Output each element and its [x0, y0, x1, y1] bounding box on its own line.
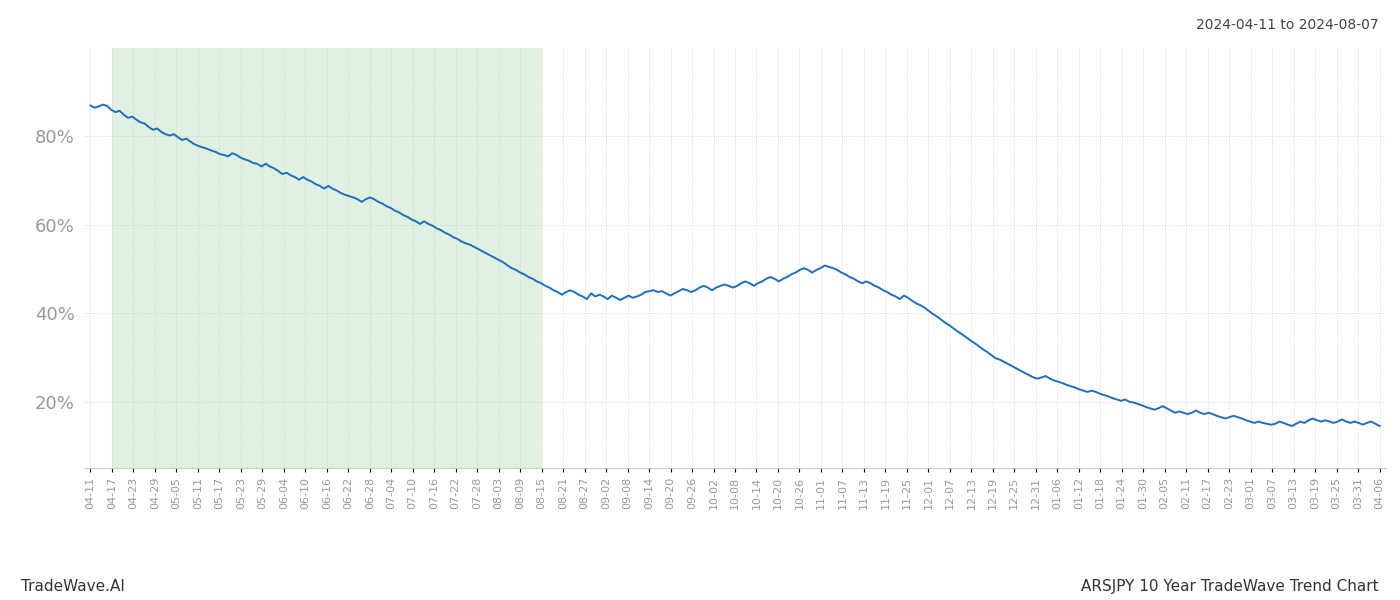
Text: TradeWave.AI: TradeWave.AI — [21, 579, 125, 594]
Text: 2024-04-11 to 2024-08-07: 2024-04-11 to 2024-08-07 — [1197, 18, 1379, 32]
Text: ARSJPY 10 Year TradeWave Trend Chart: ARSJPY 10 Year TradeWave Trend Chart — [1081, 579, 1379, 594]
Bar — [112, 48, 542, 468]
